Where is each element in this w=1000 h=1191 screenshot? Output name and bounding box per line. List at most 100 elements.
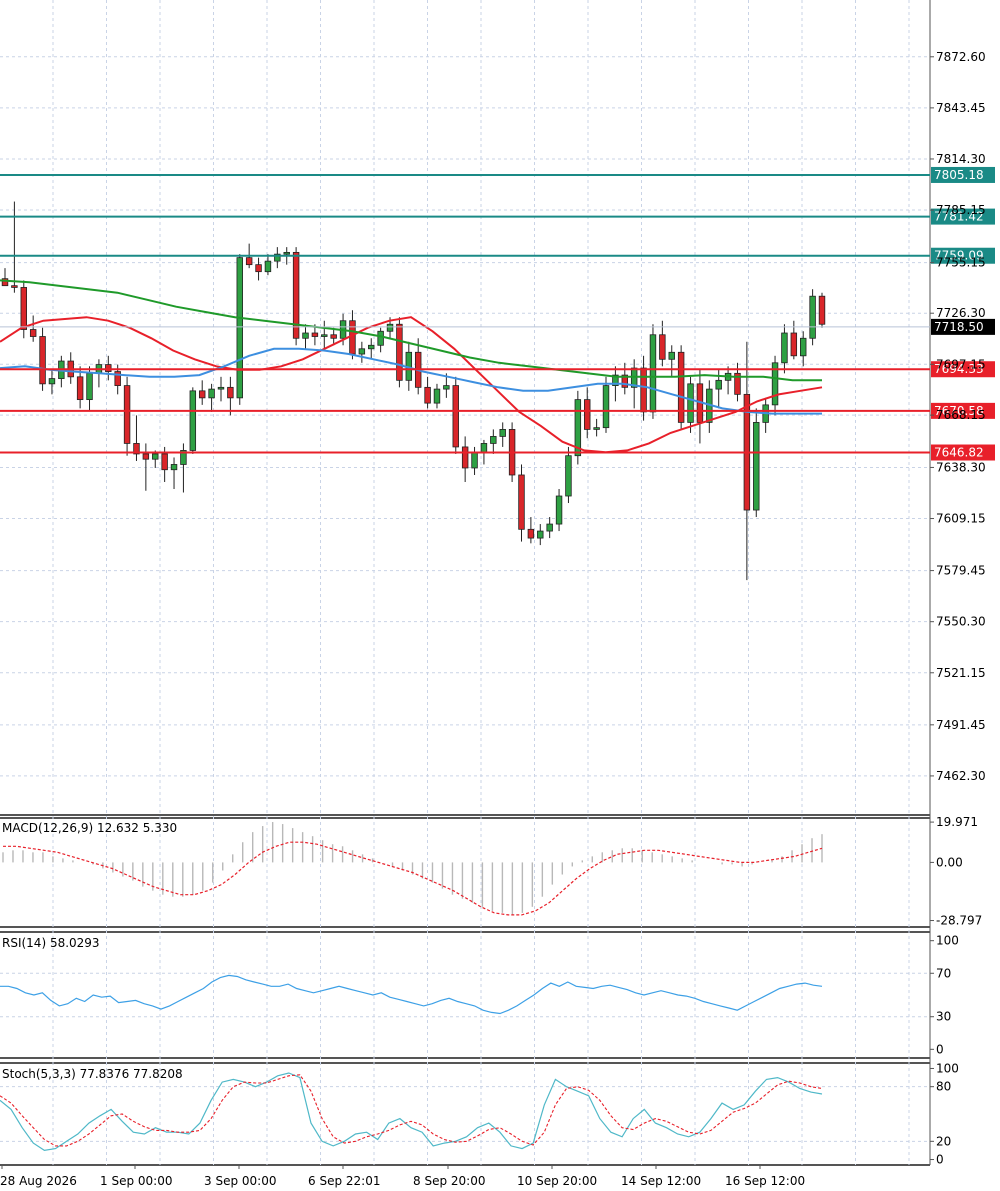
candle-body	[593, 427, 600, 430]
candle	[170, 457, 178, 489]
candle-body	[227, 386, 234, 399]
candle-body	[800, 337, 807, 357]
candle	[11, 201, 18, 293]
level-tag	[931, 444, 995, 461]
candle-body	[386, 323, 394, 332]
candle-body	[20, 287, 27, 330]
candle-body	[490, 436, 497, 444]
candle	[649, 324, 657, 419]
candle	[602, 376, 610, 433]
candle-body	[640, 367, 647, 413]
candle-body	[368, 344, 375, 350]
level-tag-label: 7694.33	[934, 362, 984, 376]
candle	[555, 489, 563, 532]
macd-panel[interactable]: MACD(12,26,9) 12.632 5.330 19.971 0.00 -28…	[2, 815, 982, 927]
level-tag-label: 7805.18	[934, 168, 984, 182]
moving-average-line	[0, 347, 822, 415]
candle	[546, 517, 553, 539]
candle-body	[433, 388, 441, 404]
candle-body	[771, 362, 779, 406]
candle-body	[311, 332, 319, 337]
candle-body	[555, 495, 563, 525]
candle	[771, 355, 779, 416]
candle-body	[217, 386, 225, 390]
rsi-tick-label: 100	[936, 934, 959, 948]
candle-body	[358, 348, 366, 355]
stoch-main-line	[0, 1072, 823, 1152]
candle	[461, 436, 469, 482]
macd-title: MACD(12,26,9) 12.632 5.330	[2, 821, 177, 835]
candle	[687, 376, 694, 433]
current-price-label: 7718.50	[934, 320, 984, 334]
level-tag	[931, 402, 995, 419]
candle-body	[142, 453, 150, 460]
candle-body	[565, 455, 572, 497]
candle	[527, 517, 535, 544]
candle	[753, 408, 760, 518]
candle-body	[48, 378, 56, 385]
candle	[518, 464, 525, 542]
level-lines[interactable]: 7805.18 7781.42 7759.09 7694.33 7670.58 7646.…	[0, 166, 995, 461]
price-tick-label: 7814.30	[936, 152, 986, 166]
rsi-line	[0, 974, 823, 1015]
candle-body	[377, 330, 384, 346]
candle	[123, 376, 131, 456]
candle-body	[189, 390, 197, 451]
stoch-tick-label: 0	[936, 1153, 944, 1167]
candle-body	[649, 334, 657, 413]
stoch-panel[interactable]: Stoch(5,3,3) 77.8376 77.8208 100 80 20 0	[0, 1061, 959, 1167]
rsi-tick-label: 70	[936, 966, 951, 980]
price-tick-label: 7462.30	[936, 769, 986, 783]
candle-body	[621, 374, 629, 388]
price-tick-label: 7755.15	[936, 256, 986, 270]
rsi-panel[interactable]: RSI(14) 58.0293 100 70 30 0	[0, 934, 959, 1057]
rsi-tick-label: 30	[936, 1010, 951, 1024]
candle	[142, 443, 150, 491]
time-tick-label: 14 Sep 12:00	[621, 1174, 701, 1188]
candle	[396, 317, 403, 388]
candle	[696, 369, 704, 444]
candle	[433, 383, 441, 409]
price-tick-label: 7609.15	[936, 512, 986, 526]
candle	[105, 355, 112, 381]
candle	[724, 366, 732, 395]
candle-body	[518, 474, 525, 530]
time-tick-label: 8 Sep 20:00	[413, 1174, 485, 1188]
moving-average-line	[0, 316, 823, 454]
candle	[76, 366, 84, 409]
candle	[537, 524, 544, 546]
time-tick-label: 3 Sep 00:00	[204, 1174, 276, 1188]
candle	[781, 324, 788, 374]
candle-body	[715, 379, 722, 390]
candle	[358, 341, 366, 363]
candle-body	[39, 336, 46, 385]
time-tick-label: 6 Sep 22:01	[308, 1174, 380, 1188]
candle-body	[29, 329, 37, 337]
candle	[593, 418, 600, 437]
candle-body	[330, 334, 337, 339]
stoch-title: Stoch(5,3,3) 77.8376 77.8208	[2, 1067, 183, 1081]
candle-body	[283, 251, 290, 255]
candle	[677, 345, 685, 430]
candle	[198, 380, 206, 405]
price-panel[interactable]	[0, 201, 826, 581]
level-tag-label: 7670.58	[934, 404, 984, 418]
candle	[762, 397, 769, 433]
candle	[321, 320, 328, 349]
candle	[67, 352, 74, 384]
candle-body	[105, 364, 112, 372]
price-tick-label: 7521.15	[936, 666, 986, 680]
price-tick-label: 7697.15	[936, 357, 986, 371]
candle-body	[781, 332, 788, 364]
candle-body	[461, 446, 469, 469]
candle	[39, 327, 46, 391]
candle	[302, 324, 309, 349]
candle-body	[424, 386, 431, 404]
candle-body	[687, 383, 694, 423]
candle-body	[602, 385, 610, 429]
level-tag	[931, 166, 995, 183]
candle-body	[198, 390, 206, 399]
candle-body	[161, 453, 168, 471]
level-tag-label: 7646.82	[934, 446, 984, 460]
candle-body	[114, 371, 121, 386]
